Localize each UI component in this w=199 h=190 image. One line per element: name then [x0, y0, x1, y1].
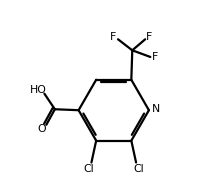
Text: F: F — [146, 32, 152, 42]
Text: F: F — [110, 32, 117, 42]
Text: F: F — [151, 52, 158, 62]
Text: Cl: Cl — [84, 164, 94, 174]
Text: Cl: Cl — [133, 164, 144, 174]
Text: O: O — [37, 124, 46, 134]
Text: N: N — [152, 104, 160, 114]
Text: HO: HO — [30, 85, 47, 95]
